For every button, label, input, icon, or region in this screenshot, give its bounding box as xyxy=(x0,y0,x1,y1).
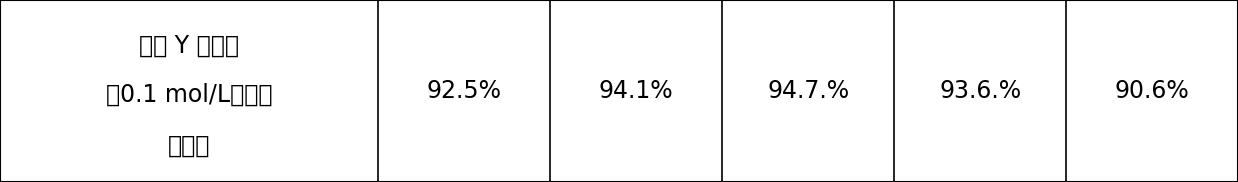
Text: 伊红 Y 二钓盐: 伊红 Y 二钓盐 xyxy=(139,33,239,58)
Text: 94.1%: 94.1% xyxy=(599,79,673,103)
Text: 90.6%: 90.6% xyxy=(1114,79,1190,103)
Text: 解效率: 解效率 xyxy=(168,134,210,158)
Text: 92.5%: 92.5% xyxy=(427,79,501,103)
Text: 94.7.%: 94.7.% xyxy=(768,79,849,103)
Text: （0.1 mol/L）的降: （0.1 mol/L）的降 xyxy=(106,83,272,107)
Text: 93.6.%: 93.6.% xyxy=(938,79,1021,103)
